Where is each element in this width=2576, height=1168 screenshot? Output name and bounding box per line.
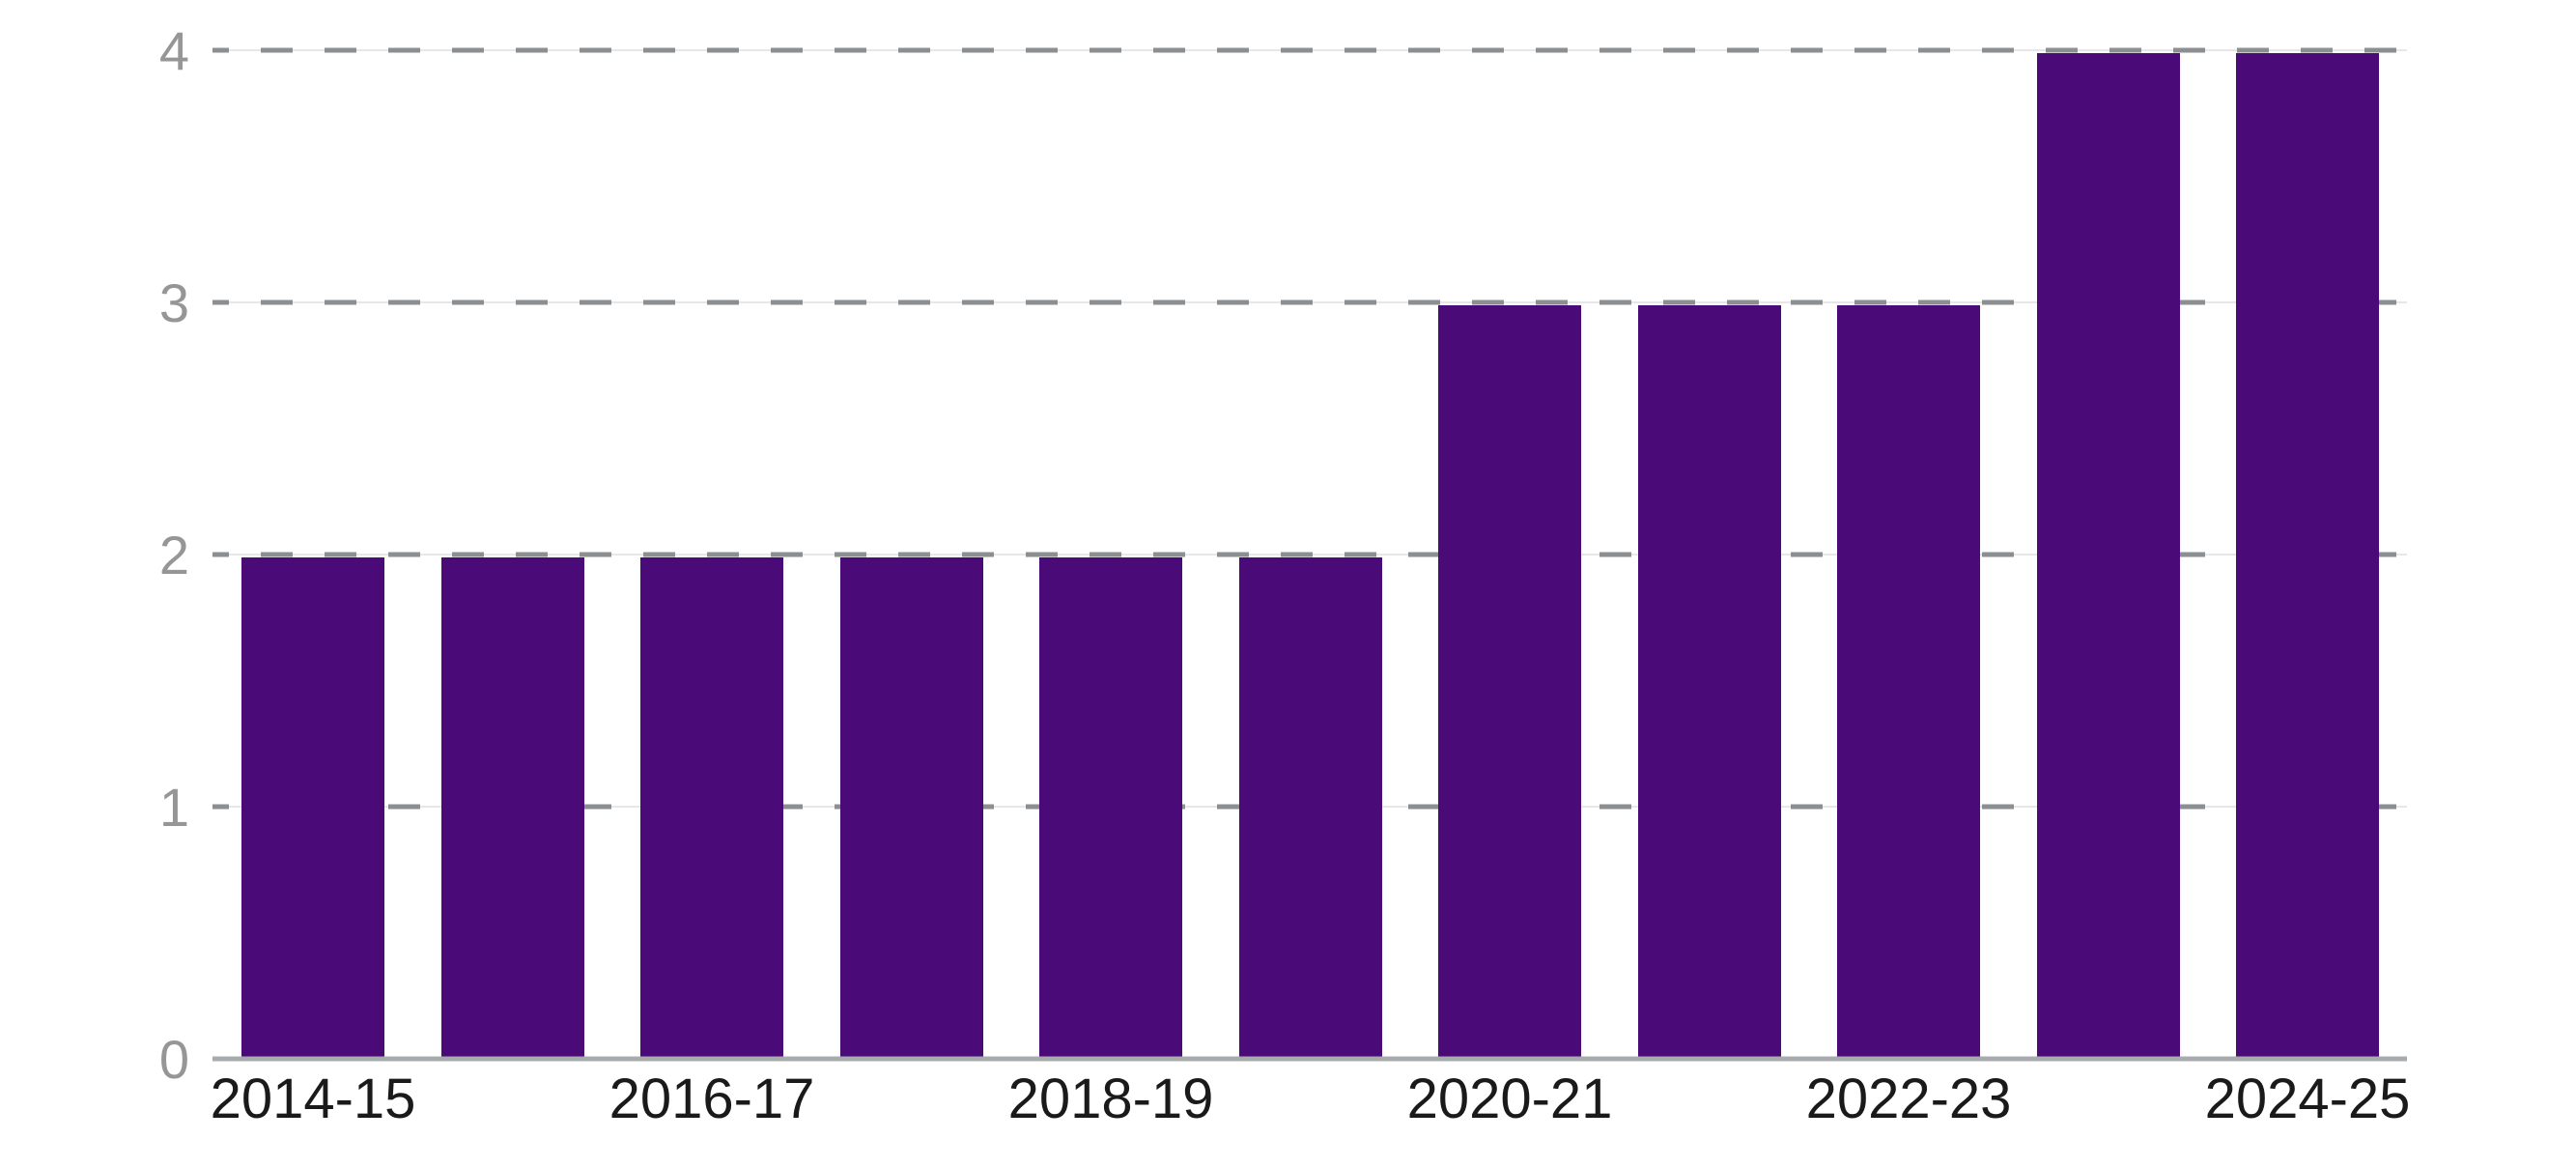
y-tick-labels-group: 0 1 2 3 4 <box>159 20 189 1090</box>
y-tick-label-3: 3 <box>159 272 189 333</box>
bar-2023-24 <box>2037 53 2180 1059</box>
x-tick-label-2022-23: 2022-23 <box>1806 1068 2012 1130</box>
x-tick-labels-group: 2014-15 2016-17 2018-19 2020-21 2022-23 2024-… <box>211 1068 2411 1130</box>
bar-2024-25 <box>2236 53 2379 1059</box>
y-tick-label-1: 1 <box>159 777 189 838</box>
bar-2014-15 <box>241 557 384 1059</box>
bar-2017-18 <box>840 557 983 1059</box>
bar-2018-19 <box>1039 557 1182 1059</box>
x-tick-label-2014-15: 2014-15 <box>211 1068 416 1130</box>
y-tick-label-4: 4 <box>159 20 189 81</box>
bar-2019-20 <box>1239 557 1382 1059</box>
bars-group <box>241 53 2379 1059</box>
bar-2015-16 <box>441 557 584 1059</box>
bar-2022-23 <box>1837 305 1980 1059</box>
x-tick-label-2024-25: 2024-25 <box>2205 1068 2411 1130</box>
x-tick-label-2018-19: 2018-19 <box>1008 1068 1214 1130</box>
y-tick-label-0: 0 <box>159 1029 189 1090</box>
bar-2020-21 <box>1438 305 1581 1059</box>
bar-2021-22 <box>1638 305 1781 1059</box>
bar-2016-17 <box>640 557 783 1059</box>
y-tick-label-2: 2 <box>159 525 189 585</box>
x-tick-label-2016-17: 2016-17 <box>609 1068 815 1130</box>
x-tick-label-2020-21: 2020-21 <box>1407 1068 1613 1130</box>
